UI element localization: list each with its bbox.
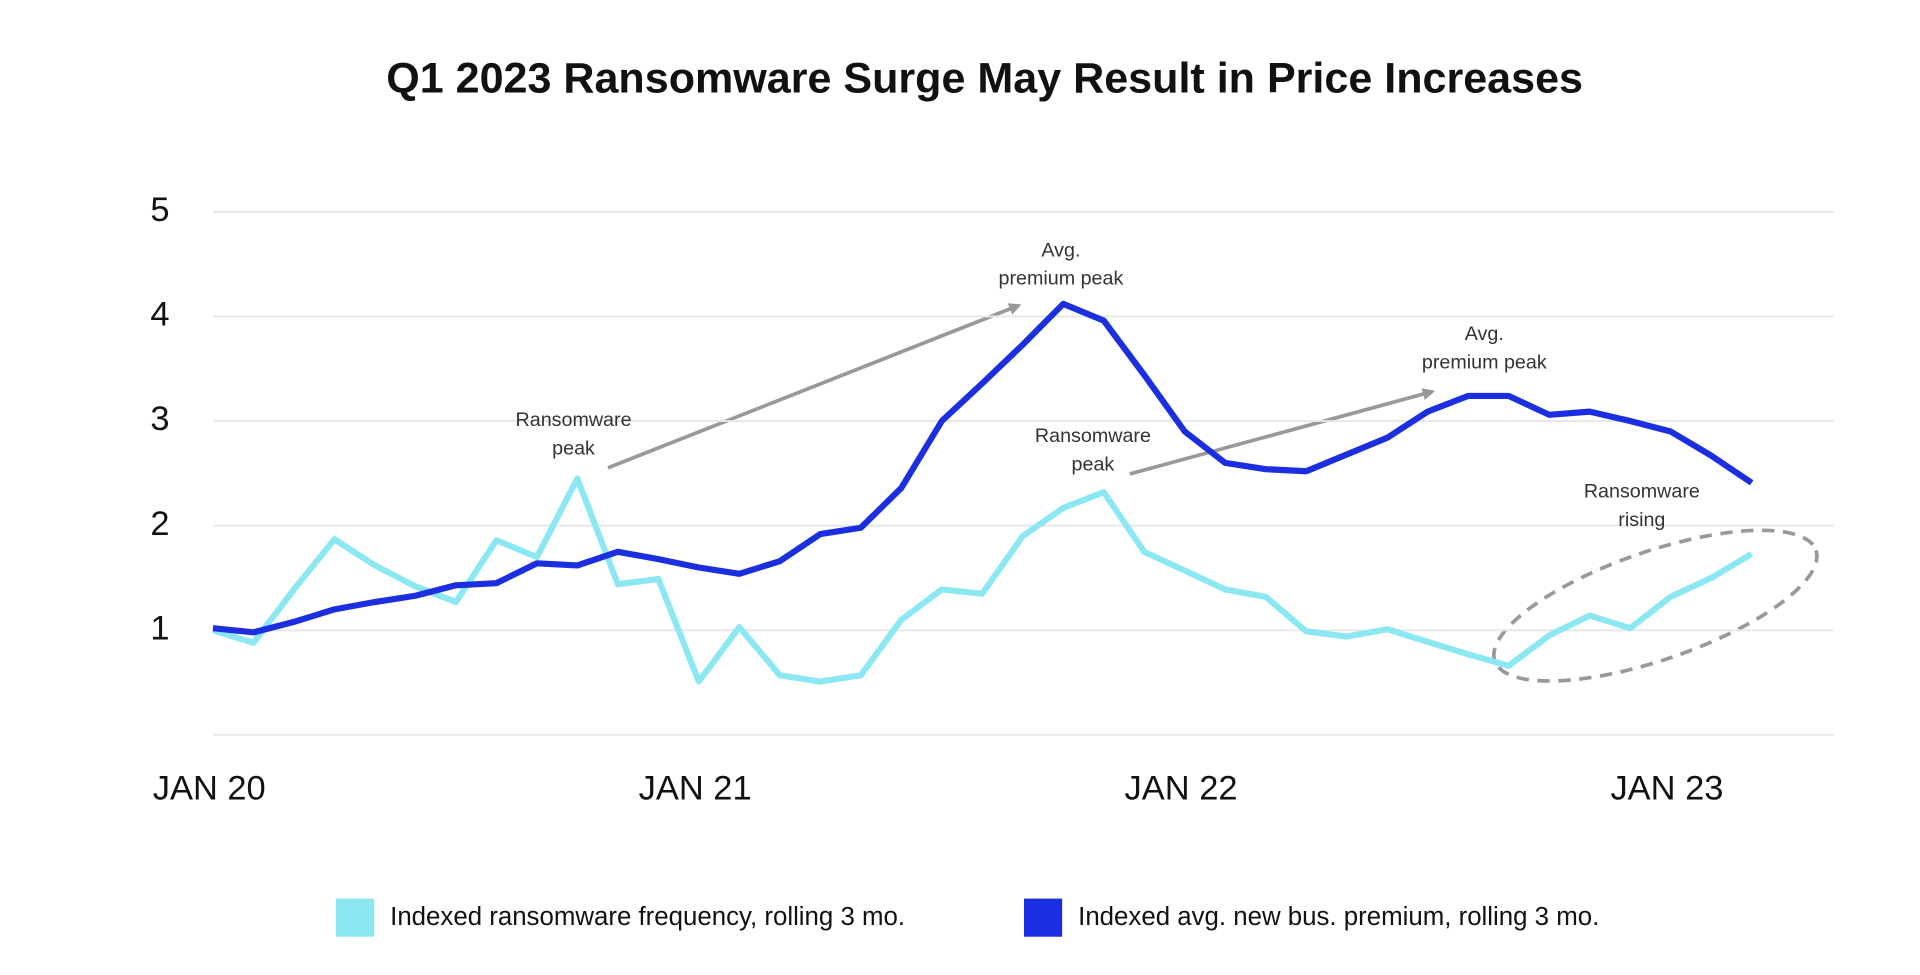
y-tick-label: 3 xyxy=(150,400,169,438)
annotation: Avg. xyxy=(1465,323,1504,345)
annotation: premium peak xyxy=(1422,351,1547,373)
arrow xyxy=(607,303,1022,470)
legend-swatch xyxy=(1024,898,1063,937)
y-tick-label: 5 xyxy=(150,191,169,229)
highlight-ellipse xyxy=(1491,528,1819,683)
legend-label: Indexed ransomware frequency, rolling 3 … xyxy=(390,903,905,931)
y-tick-label: 2 xyxy=(150,505,169,543)
x-tick-label: JAN 23 xyxy=(1610,769,1723,807)
annotation: peak xyxy=(1072,454,1115,476)
annotation: premium peak xyxy=(999,268,1124,290)
annotation: Ransomware xyxy=(1584,481,1700,503)
legend-label: Indexed avg. new bus. premium, rolling 3… xyxy=(1078,903,1599,931)
series-line xyxy=(212,475,1754,685)
annotation: Ransomware xyxy=(516,409,632,431)
annotation: rising xyxy=(1618,509,1665,531)
x-tick-label: JAN 20 xyxy=(153,769,266,807)
chart-title: Q1 2023 Ransomware Surge May Result in P… xyxy=(386,55,1583,103)
legend-swatch xyxy=(336,898,375,937)
x-tick-label: JAN 21 xyxy=(639,769,752,807)
x-tick-label: JAN 22 xyxy=(1125,769,1238,807)
series-line xyxy=(212,300,1754,636)
y-tick-label: 4 xyxy=(150,296,169,334)
annotation: Avg. xyxy=(1041,239,1080,261)
annotation: Ransomware xyxy=(1035,425,1151,447)
annotation: peak xyxy=(552,438,595,460)
arrow xyxy=(1129,388,1435,476)
y-tick-label: 1 xyxy=(150,609,169,647)
